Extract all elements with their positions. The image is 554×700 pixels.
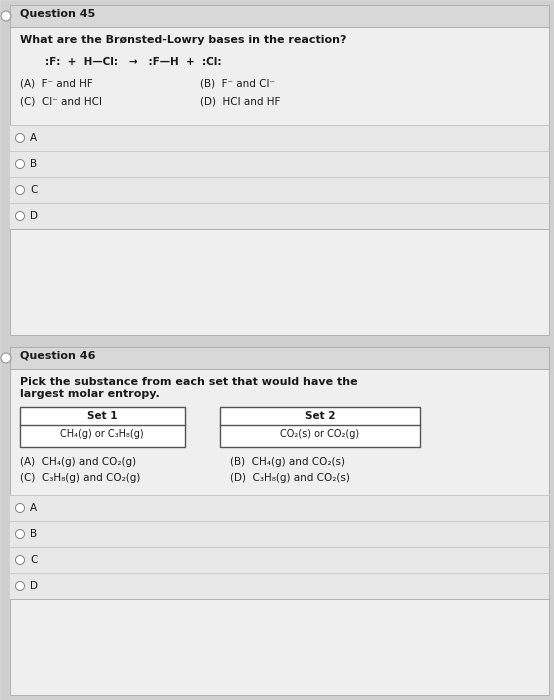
Text: Set 1: Set 1: [87, 411, 117, 421]
Circle shape: [16, 582, 24, 591]
Text: (C)  Cl⁻ and HCl: (C) Cl⁻ and HCl: [20, 97, 102, 107]
Text: D: D: [30, 581, 38, 591]
Circle shape: [16, 134, 24, 143]
Bar: [10, 573, 549, 599]
Text: CO₂(s) or CO₂(g): CO₂(s) or CO₂(g): [280, 429, 360, 439]
Bar: [10, 347, 549, 695]
Text: C: C: [30, 555, 37, 565]
Text: (D)  HCl and HF: (D) HCl and HF: [200, 97, 280, 107]
Circle shape: [16, 211, 24, 220]
Text: B: B: [30, 159, 37, 169]
Bar: [10, 547, 549, 573]
Text: (D)  C₃H₈(g) and CO₂(s): (D) C₃H₈(g) and CO₂(s): [230, 473, 350, 483]
Circle shape: [1, 353, 11, 363]
Text: Pick the substance from each set that would have the: Pick the substance from each set that wo…: [20, 377, 358, 387]
Bar: [10, 177, 549, 203]
Circle shape: [16, 529, 24, 538]
Circle shape: [1, 11, 11, 21]
Text: What are the Brønsted-Lowry bases in the reaction?: What are the Brønsted-Lowry bases in the…: [20, 35, 346, 45]
Text: largest molar entropy.: largest molar entropy.: [20, 389, 160, 399]
Bar: [10, 151, 549, 177]
Text: CH₄(g) or C₃H₈(g): CH₄(g) or C₃H₈(g): [60, 429, 144, 439]
Bar: [10, 5, 549, 27]
Text: (B)  CH₄(g) and CO₂(s): (B) CH₄(g) and CO₂(s): [230, 457, 345, 467]
Text: D: D: [30, 211, 38, 221]
Text: A: A: [30, 133, 37, 143]
Circle shape: [16, 160, 24, 169]
Text: C: C: [30, 185, 37, 195]
Text: Set 2: Set 2: [305, 411, 335, 421]
Text: Question 46: Question 46: [20, 351, 95, 361]
Text: A: A: [30, 503, 37, 513]
Text: B: B: [30, 529, 37, 539]
Text: Question 45: Question 45: [20, 9, 95, 19]
Bar: [10, 5, 549, 335]
Circle shape: [16, 186, 24, 195]
Text: (C)  C₃H₈(g) and CO₂(g): (C) C₃H₈(g) and CO₂(g): [20, 473, 140, 483]
Bar: [10, 347, 549, 369]
Text: (B)  F⁻ and Cl⁻: (B) F⁻ and Cl⁻: [200, 79, 275, 89]
Bar: [10, 125, 549, 151]
Bar: [220, 407, 420, 447]
Text: (A)  F⁻ and HF: (A) F⁻ and HF: [20, 79, 93, 89]
Bar: [10, 495, 549, 521]
Bar: [20, 407, 185, 447]
Text: :F̈:  +  H—C̈l:   →   :F̈—H  +  :C̈l:: :F̈: + H—C̈l: → :F̈—H + :C̈l:: [45, 57, 222, 67]
Text: (A)  CH₄(g) and CO₂(g): (A) CH₄(g) and CO₂(g): [20, 457, 136, 467]
Bar: [10, 203, 549, 229]
Circle shape: [16, 503, 24, 512]
Circle shape: [16, 556, 24, 564]
Bar: [10, 521, 549, 547]
